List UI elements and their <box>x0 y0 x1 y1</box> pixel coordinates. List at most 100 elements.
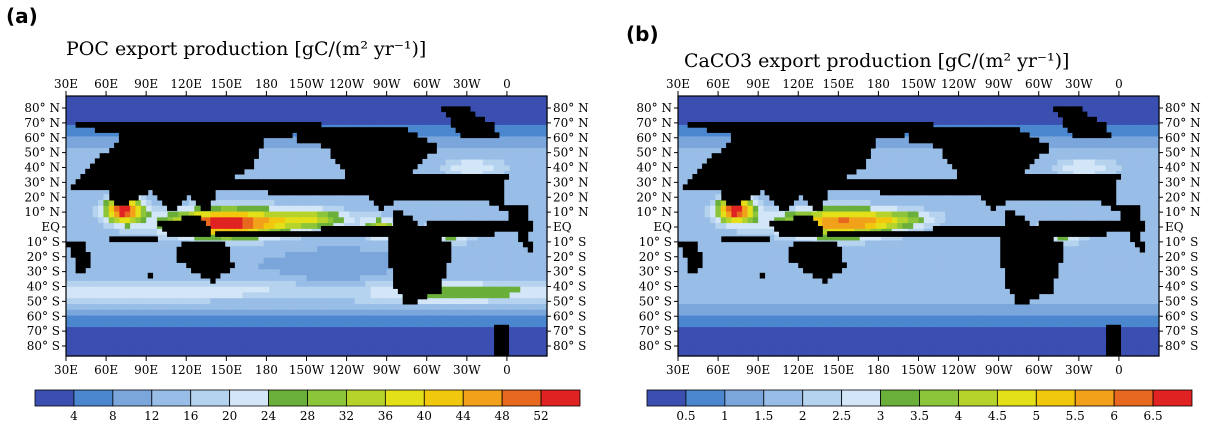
field-cell <box>440 153 447 161</box>
land-cell <box>224 153 231 159</box>
field-cell <box>151 194 158 201</box>
field-cell <box>226 101 233 109</box>
land-cell <box>268 127 274 133</box>
field-cell <box>536 315 543 322</box>
field-cell <box>525 321 532 328</box>
field-cell <box>269 315 276 322</box>
field-cell <box>301 257 308 265</box>
field-cell <box>199 101 206 109</box>
field-cell <box>220 96 227 103</box>
field-cell <box>114 350 121 357</box>
field-cell <box>247 280 254 288</box>
field-cell <box>146 315 153 322</box>
field-cell <box>354 234 361 242</box>
land-cell <box>378 184 384 191</box>
land-cell <box>383 189 389 196</box>
field-cell <box>119 275 126 282</box>
field-cell <box>322 280 329 288</box>
land-cell <box>85 184 91 191</box>
land-cell <box>277 127 283 133</box>
field-cell <box>130 315 137 322</box>
field-cell <box>290 332 297 340</box>
field-cell <box>365 263 372 270</box>
field-cell <box>311 211 318 218</box>
land-cell <box>99 153 105 159</box>
field-cell <box>504 298 511 305</box>
field-cell <box>365 309 372 317</box>
field-cell <box>413 338 420 346</box>
field-cell <box>456 304 463 311</box>
field-cell <box>424 205 431 213</box>
field-cell <box>359 234 366 242</box>
field-cell <box>472 286 479 294</box>
field-cell <box>290 142 297 149</box>
land-cell <box>229 158 235 165</box>
land-cell <box>171 132 178 139</box>
field-cell <box>103 344 110 351</box>
field-cell <box>156 113 163 120</box>
field-cell <box>466 165 473 172</box>
field-cell <box>247 217 254 224</box>
field-cell <box>226 309 233 317</box>
land-cell <box>393 148 399 154</box>
field-cell <box>311 321 318 328</box>
field-cell <box>226 350 233 357</box>
field-cell <box>541 182 548 190</box>
field-cell <box>461 257 468 265</box>
field-cell <box>349 315 356 322</box>
field-cell <box>317 350 324 357</box>
field-cell <box>429 96 436 103</box>
field-cell <box>381 298 388 305</box>
field-cell <box>87 96 94 103</box>
field-cell <box>76 200 83 207</box>
field-cell <box>477 240 484 247</box>
field-cell <box>119 113 126 120</box>
field-cell <box>317 223 324 230</box>
field-cell <box>274 142 281 149</box>
field-cell <box>135 275 142 282</box>
field-cell <box>440 113 447 120</box>
field-cell <box>295 315 302 322</box>
field-cell <box>253 280 259 288</box>
field-cell <box>71 96 78 103</box>
field-cell <box>514 194 521 201</box>
land-cell <box>402 174 409 180</box>
field-cell <box>375 338 382 346</box>
field-cell <box>140 240 147 247</box>
field-cell <box>269 321 276 328</box>
field-cell <box>375 96 382 103</box>
field-cell <box>429 321 436 328</box>
land-cell <box>215 148 221 154</box>
field-cell <box>210 309 217 317</box>
field-cell <box>482 304 489 311</box>
field-cell <box>402 350 409 357</box>
land-cell <box>138 122 144 128</box>
field-cell <box>130 344 137 351</box>
land-cell <box>99 168 105 175</box>
land-cell <box>436 189 442 196</box>
field-cell <box>488 142 495 149</box>
land-cell <box>176 142 182 149</box>
field-cell <box>82 286 88 294</box>
land-cell <box>412 194 418 201</box>
field-cell <box>66 298 72 305</box>
field-cell <box>530 257 537 265</box>
field-cell <box>135 263 142 270</box>
field-cell <box>301 275 308 282</box>
field-cell <box>263 148 270 155</box>
field-cell <box>418 332 425 340</box>
field-cell <box>231 327 238 334</box>
land-cell <box>441 194 447 201</box>
land-cell <box>311 179 317 185</box>
field-cell <box>194 309 201 317</box>
field-cell <box>504 228 511 236</box>
field-cell <box>172 321 179 328</box>
field-cell <box>317 211 324 218</box>
field-cell <box>514 269 521 276</box>
field-cell <box>456 269 463 276</box>
field-cell <box>520 298 527 305</box>
field-cell <box>450 234 457 242</box>
field-cell <box>290 153 297 161</box>
field-cell <box>482 252 489 259</box>
field-cell <box>124 327 131 334</box>
